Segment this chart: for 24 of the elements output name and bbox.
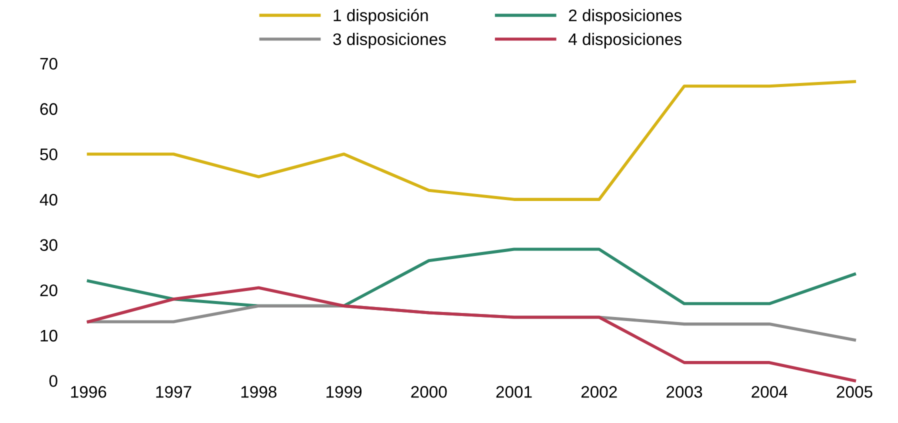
x-tick-label: 1998 <box>241 386 276 398</box>
x-tick-label: 2002 <box>581 386 617 398</box>
legend-label: 1 disposición <box>334 8 428 25</box>
y-tick-label: 70 <box>40 58 58 70</box>
y-tick-label: 40 <box>40 194 58 206</box>
x-tick-label: 1999 <box>326 386 362 398</box>
x-tick-label: 1997 <box>156 386 192 398</box>
x-tick-label: 2004 <box>752 386 788 398</box>
x-tick-label: 2003 <box>666 386 702 398</box>
y-tick-label: 10 <box>40 330 58 342</box>
y-tick-label: 20 <box>40 284 58 296</box>
x-tick-label: 1996 <box>71 386 106 398</box>
y-tick-label: 60 <box>40 103 58 115</box>
legend-label: 3 disposiciones <box>333 32 446 48</box>
line-series <box>86 80 856 201</box>
x-tick-label: 2001 <box>496 386 532 398</box>
line-series <box>86 286 856 382</box>
y-tick-label: 50 <box>40 148 58 160</box>
x-tick-label: 2000 <box>411 386 447 398</box>
y-tick-label: 30 <box>40 239 58 251</box>
y-tick-label: 0 <box>49 375 58 387</box>
legend-label: 4 disposiciones <box>568 32 682 48</box>
x-tick-label: 2005 <box>836 386 872 398</box>
legend-label: 2 disposiciones <box>568 9 682 25</box>
